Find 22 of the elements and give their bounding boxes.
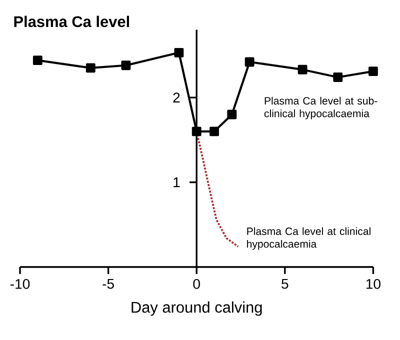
chart-title: Plasma Ca level: [14, 16, 130, 28]
point: [86, 63, 96, 73]
x-tick-label: -10: [10, 278, 30, 289]
point: [174, 48, 184, 58]
point: [244, 57, 254, 67]
annotation: Plasma Ca level at sub-clinical hypocalcaemia: [264, 96, 378, 120]
point: [298, 64, 308, 74]
x-tick-label: 0: [193, 278, 200, 289]
y-tick-label: 1: [174, 177, 180, 188]
point: [32, 56, 42, 65]
point: [333, 72, 343, 82]
y-tick-label: 2: [173, 92, 180, 102]
point: [368, 66, 378, 76]
point: [210, 126, 219, 136]
x-tick-label: -5: [102, 278, 114, 289]
point: [227, 110, 237, 120]
x-axis-title: Day around calving: [132, 301, 262, 316]
point: [192, 126, 202, 136]
x-tick-label: 10: [366, 278, 380, 289]
annotation: Plasma Ca level at clinical hypocalcaemia: [247, 227, 370, 250]
point: [121, 60, 131, 70]
x-tick-label: 5: [282, 278, 288, 289]
